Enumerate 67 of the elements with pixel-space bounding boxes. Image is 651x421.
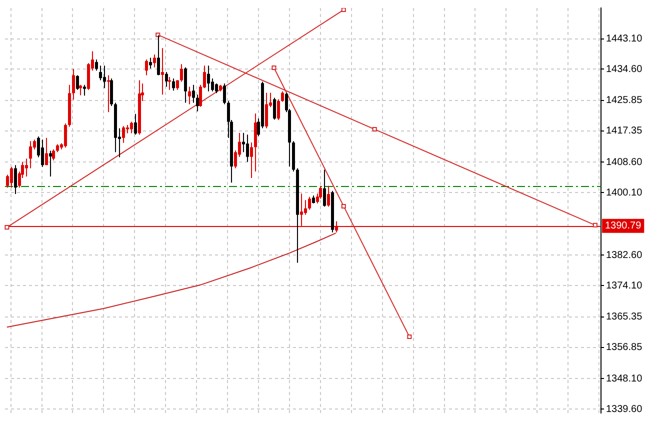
candlestick — [281, 90, 284, 102]
candlestick — [304, 200, 307, 216]
point — [272, 65, 276, 70]
candlestick — [153, 54, 156, 68]
candlestick — [10, 166, 13, 188]
y-tick-label: 1400.10 — [606, 187, 643, 198]
candlestick — [319, 185, 322, 200]
y-tick-label: 1434.60 — [606, 64, 643, 75]
candlestick — [29, 140, 32, 169]
candlestick — [277, 98, 280, 120]
y-tick-label: 1348.10 — [606, 373, 643, 384]
point — [372, 127, 377, 132]
candlestick — [192, 84, 195, 104]
candlestick — [41, 139, 44, 168]
candlestick — [52, 148, 55, 161]
y-tick-label: 1365.35 — [606, 312, 643, 323]
candlestick — [223, 82, 226, 105]
candlestick — [184, 66, 187, 104]
candlestick — [273, 97, 276, 120]
candlestick — [72, 68, 75, 100]
candlestick — [207, 65, 210, 92]
candlestick — [110, 78, 113, 107]
candlestick — [327, 185, 330, 208]
point — [341, 204, 346, 208]
candlestick — [134, 113, 137, 136]
point — [341, 8, 346, 12]
point — [4, 225, 10, 230]
candlestick — [95, 59, 98, 72]
candlestick — [122, 126, 125, 144]
candlestick — [45, 137, 48, 166]
candlestick — [83, 84, 86, 96]
y-tick-label: 1443.10 — [606, 34, 643, 45]
candlestick — [188, 86, 191, 105]
ref-line-label: 1390.79 — [605, 220, 642, 232]
candlestick — [161, 48, 164, 96]
candlestick — [165, 72, 168, 88]
y-tick-label: 1374.10 — [606, 280, 643, 292]
y-tick-label: 1356.85 — [606, 342, 643, 354]
candlestick — [250, 142, 253, 178]
y-tick-label: 1382.60 — [606, 250, 643, 261]
candlestick — [215, 82, 218, 94]
candlestick — [49, 150, 52, 178]
candlestick — [308, 196, 311, 210]
point — [592, 222, 598, 228]
y-tick-label: 1417.35 — [606, 126, 643, 137]
candlestick — [99, 65, 102, 81]
y-tick-label: 1425.85 — [606, 95, 643, 106]
candlestick — [76, 74, 79, 90]
candlestick — [196, 94, 199, 112]
candlestick — [242, 132, 245, 153]
candlestick — [79, 84, 82, 96]
y-tick-label: 1339.60 — [606, 404, 643, 415]
candlestick — [149, 57, 152, 69]
point — [407, 334, 412, 340]
candlestick — [145, 59, 148, 76]
candlestick — [14, 164, 17, 195]
candlestick — [130, 121, 133, 134]
candlestick — [25, 158, 28, 178]
candlestick — [172, 78, 175, 92]
candlestick — [64, 123, 67, 148]
candlestick — [323, 169, 326, 208]
candlestick — [265, 92, 268, 129]
candlestick — [211, 78, 214, 92]
candlestick — [246, 134, 249, 162]
y-tick-label: 1408.60 — [606, 156, 643, 168]
candlestick — [103, 65, 106, 89]
candlestick — [180, 64, 183, 82]
